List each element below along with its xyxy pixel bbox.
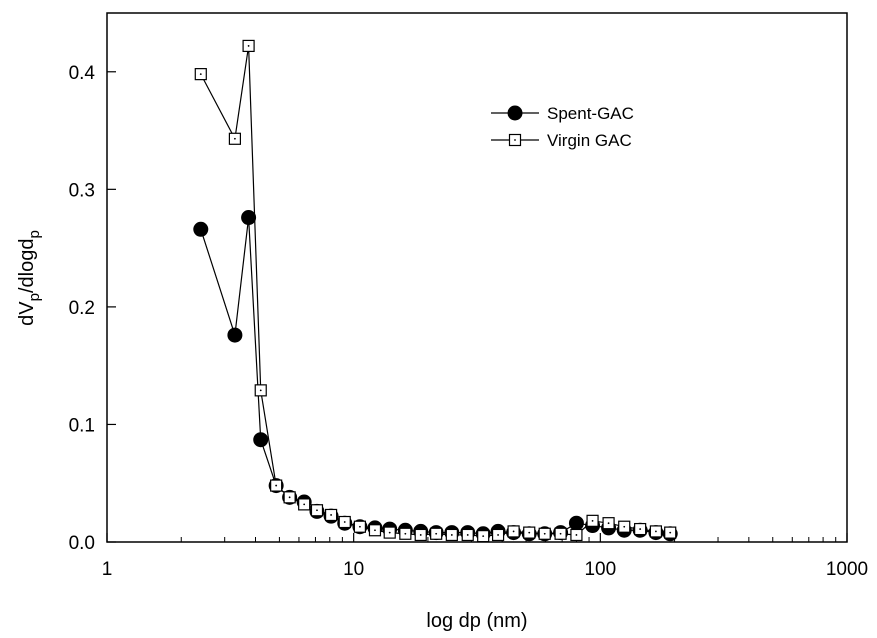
series-spent-gac (193, 210, 678, 542)
data-point-virgin-gac-dot (388, 531, 391, 534)
data-point-virgin-gac-dot (288, 496, 291, 499)
data-point-virgin-gac-dot (343, 521, 346, 523)
y-axis-title: dVp/dlogdp (16, 230, 43, 326)
x-tick-label: 100 (584, 559, 616, 580)
x-tick-label: 1 (102, 559, 113, 580)
data-point-spent-gac (568, 515, 584, 531)
data-point-virgin-gac-dot (374, 529, 376, 532)
y-axis-title-mid: /dlogd (16, 239, 38, 294)
data-point-virgin-gac-dot (330, 514, 332, 516)
data-point-virgin-gac-dot (435, 532, 438, 535)
axes (106, 12, 848, 543)
data-point-virgin-gac-dot (259, 389, 262, 392)
data-point-virgin-gac-dot (404, 532, 407, 535)
y-tick-label: 0.3 (69, 180, 95, 201)
data-point-spent-gac (193, 221, 209, 237)
data-point-virgin-gac-dot (512, 530, 515, 533)
data-point-virgin-gac-dot (199, 73, 202, 76)
y-tick-label: 0.4 (69, 63, 96, 84)
y-tick-label: 0.1 (69, 415, 95, 436)
data-point-virgin-gac-dot (303, 503, 306, 506)
data-point-virgin-gac-dot (543, 532, 546, 535)
y-axis-title-sub2: p (26, 230, 43, 238)
plot-frame (106, 12, 848, 543)
data-point-virgin-gac-dot (575, 534, 578, 536)
x-tick-label: 10 (343, 559, 364, 580)
legend-marker-virgin-gac-dot (514, 139, 516, 141)
legend-label-spent-gac: Spent-GAC (547, 104, 634, 123)
data-point-spent-gac (241, 210, 257, 226)
data-point-virgin-gac-dot (607, 522, 610, 525)
data-point-virgin-gac-dot (234, 137, 236, 140)
data-point-virgin-gac-dot (623, 525, 626, 528)
data-point-virgin-gac-dot (359, 525, 361, 528)
data-point-virgin-gac-dot (591, 519, 594, 522)
data-point-spent-gac (227, 327, 243, 343)
x-tick-label: 1000 (826, 559, 868, 580)
x-axis-title: log dp (nm) (426, 610, 527, 632)
legend-marker-spent-gac (507, 105, 523, 121)
legend-label-virgin-gac: Virgin GAC (547, 131, 632, 150)
data-point-virgin-gac-dot (316, 509, 318, 512)
data-point-virgin-gac-dot (275, 484, 278, 487)
data-point-virgin-gac-dot (450, 534, 453, 536)
data-point-virgin-gac-dot (528, 531, 531, 534)
series-virgin-gac (194, 39, 677, 543)
data-point-virgin-gac-dot (559, 532, 562, 535)
data-point-virgin-gac-dot (497, 534, 499, 536)
legend-item-spent-gac: Spent-GAC (491, 104, 634, 123)
y-axis-title-base: dV (16, 301, 38, 326)
legend: Spent-GAC Virgin GAC (491, 104, 634, 150)
data-series (193, 39, 678, 543)
legend-item-virgin-gac: Virgin GAC (491, 131, 632, 150)
data-point-virgin-gac-dot (655, 530, 657, 533)
data-point-virgin-gac-dot (419, 534, 422, 536)
y-axis-title-sub1: p (26, 293, 43, 301)
data-point-virgin-gac-dot (639, 528, 642, 530)
y-tick-label: 0.0 (69, 533, 95, 554)
data-point-virgin-gac-dot (466, 534, 469, 536)
y-axis-ticks: 0.0 0.1 0.2 0.3 0.4 (69, 63, 116, 554)
data-point-virgin-gac-dot (247, 45, 250, 47)
data-point-virgin-gac-dot (669, 531, 672, 534)
data-point-spent-gac (253, 432, 269, 448)
data-point-virgin-gac-dot (482, 535, 485, 538)
y-tick-label: 0.2 (69, 298, 95, 319)
